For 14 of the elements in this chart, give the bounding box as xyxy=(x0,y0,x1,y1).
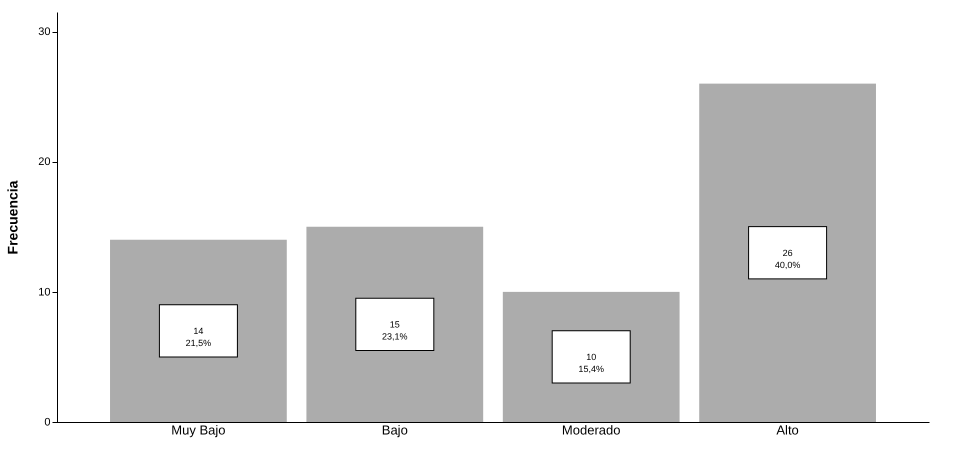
y-tick-label: 20 xyxy=(38,156,50,168)
x-tick-label: Muy Bajo xyxy=(171,422,226,438)
x-tick-label: Bajo xyxy=(382,422,408,438)
x-tick-label: Alto xyxy=(776,422,799,438)
data-label: 26 40,0% xyxy=(774,248,800,270)
y-tick-label: 10 xyxy=(38,286,50,298)
y-tick-label: 0 xyxy=(44,416,50,428)
y-tick-label: 30 xyxy=(38,26,50,38)
data-label: 10 15,4% xyxy=(578,352,604,374)
y-axis-title: Frecuencia xyxy=(4,180,20,254)
x-tick-label: Moderado xyxy=(562,422,620,438)
bar xyxy=(699,84,876,422)
data-label: 15 23,1% xyxy=(382,319,408,342)
data-label: 14 21,5% xyxy=(186,326,212,348)
